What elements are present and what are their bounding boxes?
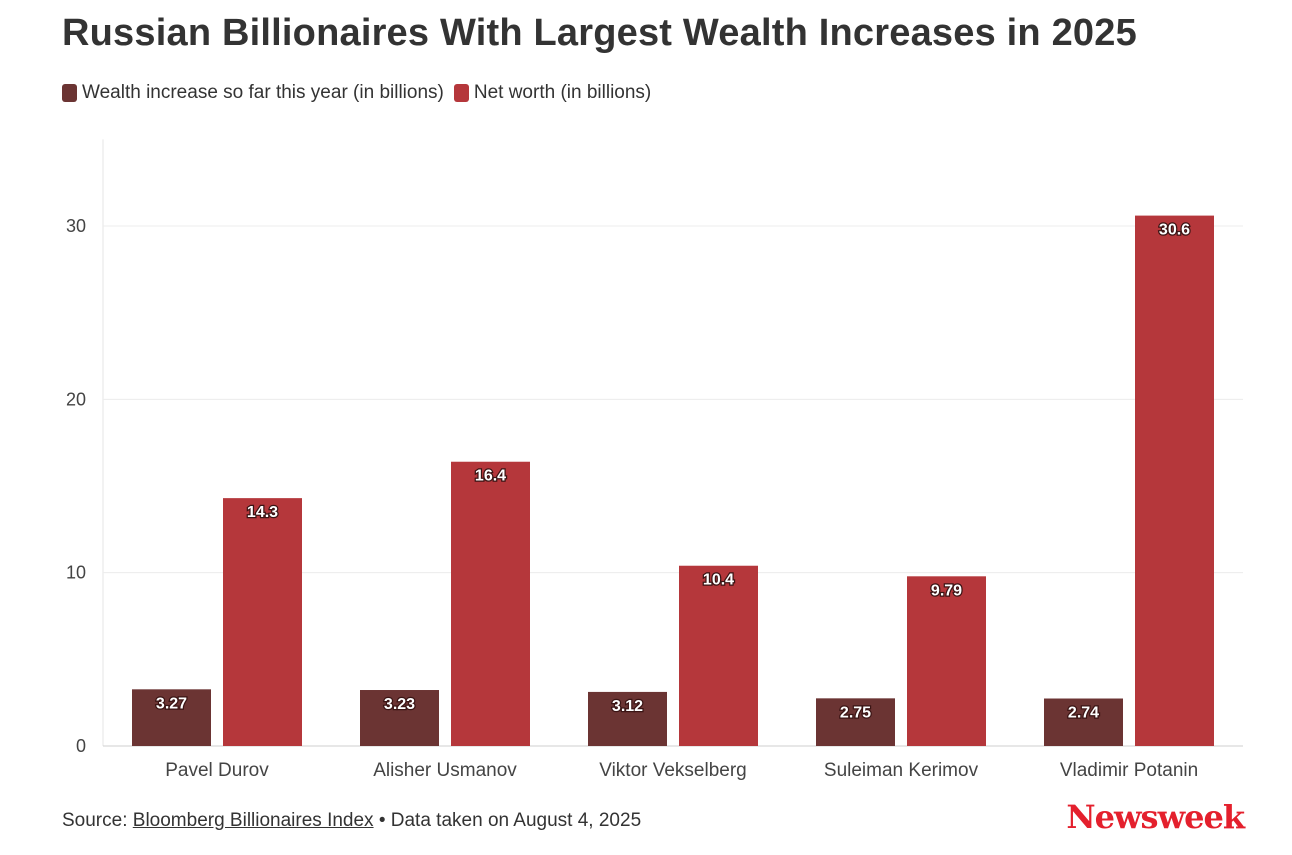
data-label: 10.4 bbox=[703, 572, 734, 589]
y-tick-label: 10 bbox=[66, 563, 86, 583]
chart-title: Russian Billionaires With Largest Wealth… bbox=[62, 12, 1137, 54]
bar bbox=[1044, 698, 1123, 746]
newsweek-logo: Newsweek bbox=[1066, 798, 1245, 836]
data-label: 3.12 bbox=[612, 698, 643, 715]
source-note: Source: Bloomberg Billionaires Index • D… bbox=[62, 810, 641, 832]
legend-item-net-worth: Net worth (in billions) bbox=[453, 82, 652, 104]
bar bbox=[360, 690, 439, 746]
y-tick-label: 0 bbox=[76, 736, 86, 756]
data-label: 2.74 bbox=[1068, 705, 1099, 722]
x-tick-label: Suleiman Kerimov bbox=[824, 760, 979, 781]
source-prefix: Source: bbox=[62, 810, 133, 831]
y-tick-label: 30 bbox=[66, 216, 86, 236]
data-label: 16.4 bbox=[475, 468, 506, 485]
source-suffix: • Data taken on August 4, 2025 bbox=[373, 810, 642, 831]
bar-chart: 0 10 20 30 3.27 14.3 Pavel Durov 3.23 16.4 Alishe… bbox=[66, 139, 1243, 781]
bar bbox=[132, 689, 211, 746]
data-label: 30.6 bbox=[1159, 222, 1190, 239]
bar bbox=[588, 691, 667, 746]
data-label: 9.79 bbox=[931, 582, 962, 599]
bar bbox=[816, 698, 895, 746]
legend-label-net-worth: Net worth (in billions) bbox=[473, 82, 652, 103]
x-tick-label: Viktor Vekselberg bbox=[599, 760, 747, 781]
data-label: 2.75 bbox=[840, 704, 871, 721]
bar bbox=[223, 498, 302, 746]
legend-swatch-net-worth bbox=[453, 84, 469, 102]
bar bbox=[1135, 215, 1214, 747]
y-tick-label: 20 bbox=[66, 389, 86, 409]
source-link[interactable]: Bloomberg Billionaires Index bbox=[132, 810, 374, 831]
x-tick-label: Alisher Usmanov bbox=[373, 760, 517, 781]
bar bbox=[679, 565, 758, 746]
x-tick-label: Vladimir Potanin bbox=[1060, 760, 1198, 781]
legend-swatch-wealth-increase bbox=[62, 84, 77, 102]
legend-item-wealth-increase: Wealth increase so far this year (in bil… bbox=[62, 82, 444, 104]
x-tick-label: Pavel Durov bbox=[165, 760, 269, 781]
data-label: 3.27 bbox=[156, 695, 187, 712]
legend-label-wealth-increase: Wealth increase so far this year (in bil… bbox=[82, 82, 444, 103]
bar bbox=[907, 576, 986, 746]
legend: Wealth increase so far this year (in bil… bbox=[62, 82, 661, 104]
data-label: 14.3 bbox=[247, 504, 278, 521]
data-label: 3.23 bbox=[384, 696, 415, 713]
bar bbox=[451, 461, 530, 746]
